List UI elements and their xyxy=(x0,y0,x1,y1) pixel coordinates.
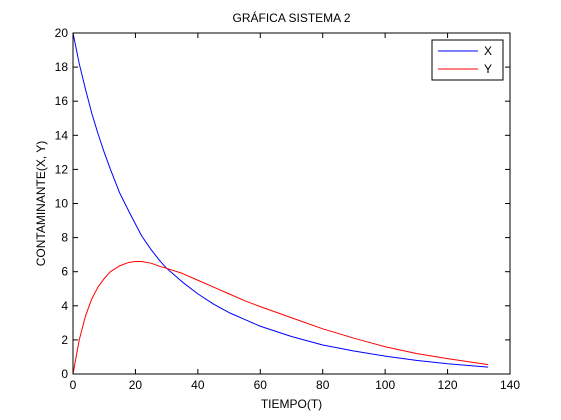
x-tick-label: 100 xyxy=(375,378,395,392)
legend-label-x: X xyxy=(484,44,492,58)
series-layer xyxy=(72,32,489,375)
y-tick-label: 6 xyxy=(61,265,68,279)
y-tick-label: 10 xyxy=(55,197,69,211)
legend: X Y xyxy=(431,39,504,81)
y-tick-label: 4 xyxy=(61,299,68,313)
legend-label-y: Y xyxy=(484,62,492,76)
plot-area xyxy=(73,33,510,374)
y-tick-label: 14 xyxy=(55,128,69,142)
x-tick-label: 0 xyxy=(70,378,77,392)
y-tick-label: 18 xyxy=(55,60,69,74)
y-axis-title: CONTAMINANTE(X, Y) xyxy=(34,141,48,267)
y-tick-label: 2 xyxy=(61,333,68,347)
ticks-layer: 0 20 40 60 80 100 120 140 0 2 4 6 8 10 12 14 16 18 20 xyxy=(55,26,521,392)
y-tick-label: 12 xyxy=(55,162,69,176)
y-tick-label: 0 xyxy=(61,367,68,381)
x-tick-label: 120 xyxy=(438,378,458,392)
y-tick-label: 20 xyxy=(55,26,69,40)
x-tick-label: 60 xyxy=(254,378,268,392)
legend-box xyxy=(431,39,504,81)
axes-box xyxy=(72,32,511,375)
x-tick-label: 80 xyxy=(316,378,330,392)
chart-title: GRÁFICA SISTEMA 2 xyxy=(232,10,350,25)
x-tick-label: 20 xyxy=(129,378,143,392)
x-axis-title: TIEMPO(T) xyxy=(261,397,322,411)
y-tick-label: 16 xyxy=(55,94,69,108)
y-tick-label: 8 xyxy=(61,231,68,245)
x-tick-label: 140 xyxy=(500,378,520,392)
x-tick-label: 40 xyxy=(191,378,205,392)
series-line-y xyxy=(72,260,489,375)
